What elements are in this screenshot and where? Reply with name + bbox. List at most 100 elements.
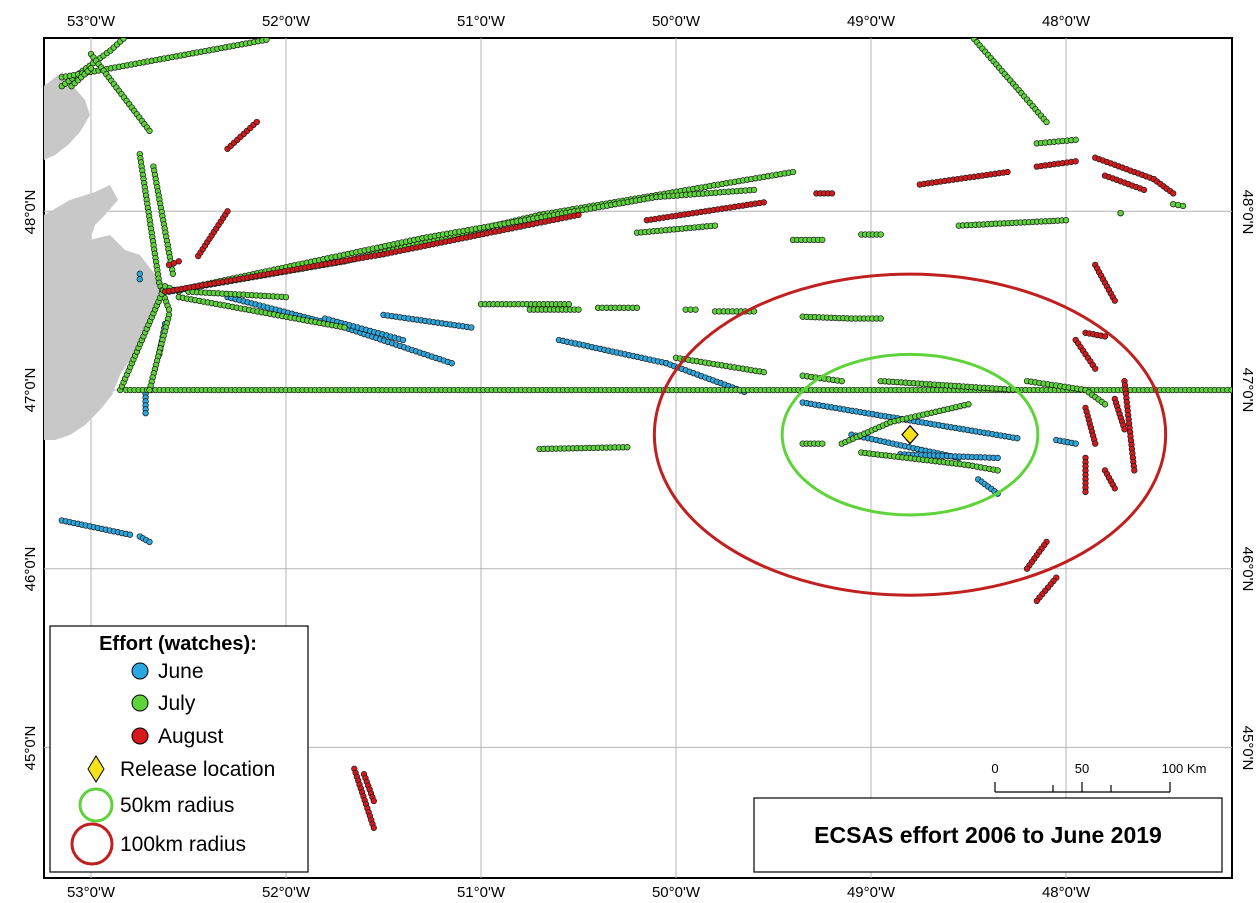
- july-effort-point: [1062, 217, 1070, 224]
- bottom-lon-label: 52°0'W: [262, 884, 311, 901]
- legend-radius50-label: 50km radius: [120, 794, 234, 817]
- july-effort-point: [87, 65, 95, 72]
- july-effort-point: [263, 38, 270, 43]
- august-effort-point: [1131, 467, 1138, 474]
- july-effort-point: [760, 368, 767, 376]
- august-effort-point: [1082, 488, 1089, 496]
- july-effort-point: [1179, 202, 1187, 210]
- july-effort-point: [146, 127, 153, 135]
- legend-title: Effort (watches):: [99, 633, 257, 655]
- july-effort-point: [124, 38, 129, 39]
- right-lat-label: 46°0'N: [1239, 547, 1256, 592]
- june-effort-point: [146, 538, 153, 546]
- july-effort-point: [1072, 136, 1079, 143]
- july-effort-point: [633, 304, 641, 311]
- bottom-longitude-labels: 53°0'W 52°0'W 51°0'W 50°0'W 49°0'W 48°0'…: [67, 884, 1091, 901]
- august-effort-point: [1101, 333, 1109, 340]
- july-effort-point: [165, 306, 173, 313]
- scale-bar: 0 50 100 Km: [991, 761, 1207, 793]
- scale-label: 0: [991, 761, 998, 776]
- right-latitude-labels: 48°0'N 47°0'N 46°0'N 45°0'N: [1239, 190, 1256, 771]
- july-effort-point: [877, 231, 884, 238]
- map-title: ECSAS effort 2006 to June 2019: [814, 822, 1162, 848]
- june-effort-point: [468, 324, 475, 331]
- top-lon-label: 52°0'W: [262, 13, 311, 30]
- august-effort-point: [1111, 297, 1118, 304]
- june-effort-point: [448, 360, 455, 367]
- bottom-lon-label: 51°0'W: [457, 884, 506, 901]
- august-effort-point: [1092, 365, 1099, 372]
- june-swatch-icon: [131, 662, 149, 680]
- july-effort-point: [1228, 386, 1232, 394]
- title-frame: [753, 797, 1223, 873]
- july-effort-point: [838, 377, 845, 385]
- august-effort-point: [575, 211, 582, 219]
- right-lat-label: 45°0'N: [1239, 726, 1256, 771]
- august-effort-point: [1111, 485, 1118, 492]
- title-box: ECSAS effort 2006 to June 2019: [753, 797, 1223, 873]
- august-effort-point: [370, 797, 377, 805]
- june-effort-point: [1072, 440, 1079, 447]
- june-effort-point: [136, 270, 143, 277]
- release-location-marker: [901, 424, 919, 445]
- july-effort-point: [877, 315, 884, 322]
- legend-august-label: August: [158, 725, 224, 748]
- july-effort-point: [341, 324, 348, 331]
- top-lon-label: 49°0'W: [847, 13, 896, 30]
- august-effort-point: [253, 118, 260, 126]
- top-lon-label: 50°0'W: [652, 13, 701, 30]
- june-effort-point: [399, 336, 407, 344]
- july-effort-point: [711, 222, 719, 229]
- july-effort-point: [127, 30, 133, 36]
- july-effort-point: [1043, 118, 1050, 126]
- radius-circles: [652, 272, 1168, 597]
- land-newfoundland: [44, 185, 163, 440]
- july-effort-point: [146, 386, 153, 394]
- bottom-lon-label: 49°0'W: [847, 884, 896, 901]
- legend-box: [49, 625, 309, 873]
- august-effort-point: [1004, 168, 1011, 176]
- scale-label: 100 Km: [1162, 761, 1207, 776]
- july-effort-point: [750, 186, 758, 194]
- legend: Effort (watches): June July August Relea…: [49, 625, 309, 873]
- july-effort-point: [819, 440, 826, 447]
- left-lat-label: 48°0'N: [22, 190, 39, 235]
- august-effort-point: [175, 258, 182, 265]
- bottom-lon-label: 48°0'W: [1042, 884, 1091, 901]
- august-effort-point: [1170, 190, 1177, 197]
- august-swatch-icon: [131, 727, 149, 745]
- circle-100km-icon: [70, 822, 114, 866]
- bottom-lon-label: 50°0'W: [652, 884, 701, 901]
- circle-50km-icon: [78, 787, 114, 823]
- left-lat-label: 46°0'N: [22, 547, 39, 592]
- top-longitude-labels: 53°0'W 52°0'W 51°0'W 50°0'W 49°0'W 48°0'…: [67, 13, 1091, 30]
- july-effort-point: [120, 38, 127, 42]
- july-effort-point: [1117, 209, 1124, 217]
- bottom-lon-label: 53°0'W: [67, 884, 116, 901]
- august-effort-point: [760, 199, 767, 206]
- legend-radius100-label: 100km radius: [120, 833, 246, 856]
- left-lat-label: 45°0'N: [22, 726, 39, 771]
- legend-release-label: Release location: [120, 758, 275, 781]
- june-effort-point: [136, 276, 143, 283]
- august-effort-point: [1072, 158, 1079, 165]
- august-effort-point: [1033, 597, 1040, 605]
- top-lon-label: 53°0'W: [67, 13, 116, 30]
- july-effort-point: [692, 306, 699, 313]
- radius-100km-circle: [652, 272, 1168, 597]
- july-effort-point: [565, 301, 572, 308]
- right-lat-label: 47°0'N: [1239, 368, 1256, 413]
- august-effort-point: [224, 208, 231, 215]
- august-effort-point: [1092, 440, 1099, 447]
- left-latitude-labels: 48°0'N 47°0'N 46°0'N 45°0'N: [22, 190, 39, 771]
- legend-july-label: July: [158, 692, 196, 715]
- june-effort-point: [126, 531, 134, 538]
- radius-50km-circle: [780, 352, 1040, 517]
- top-lon-label: 51°0'W: [457, 13, 506, 30]
- left-lat-label: 47°0'N: [22, 368, 39, 413]
- august-effort-point: [370, 824, 377, 831]
- diamond-icon: [87, 755, 105, 783]
- july-effort-point: [789, 168, 797, 176]
- legend-june-label: June: [158, 660, 204, 683]
